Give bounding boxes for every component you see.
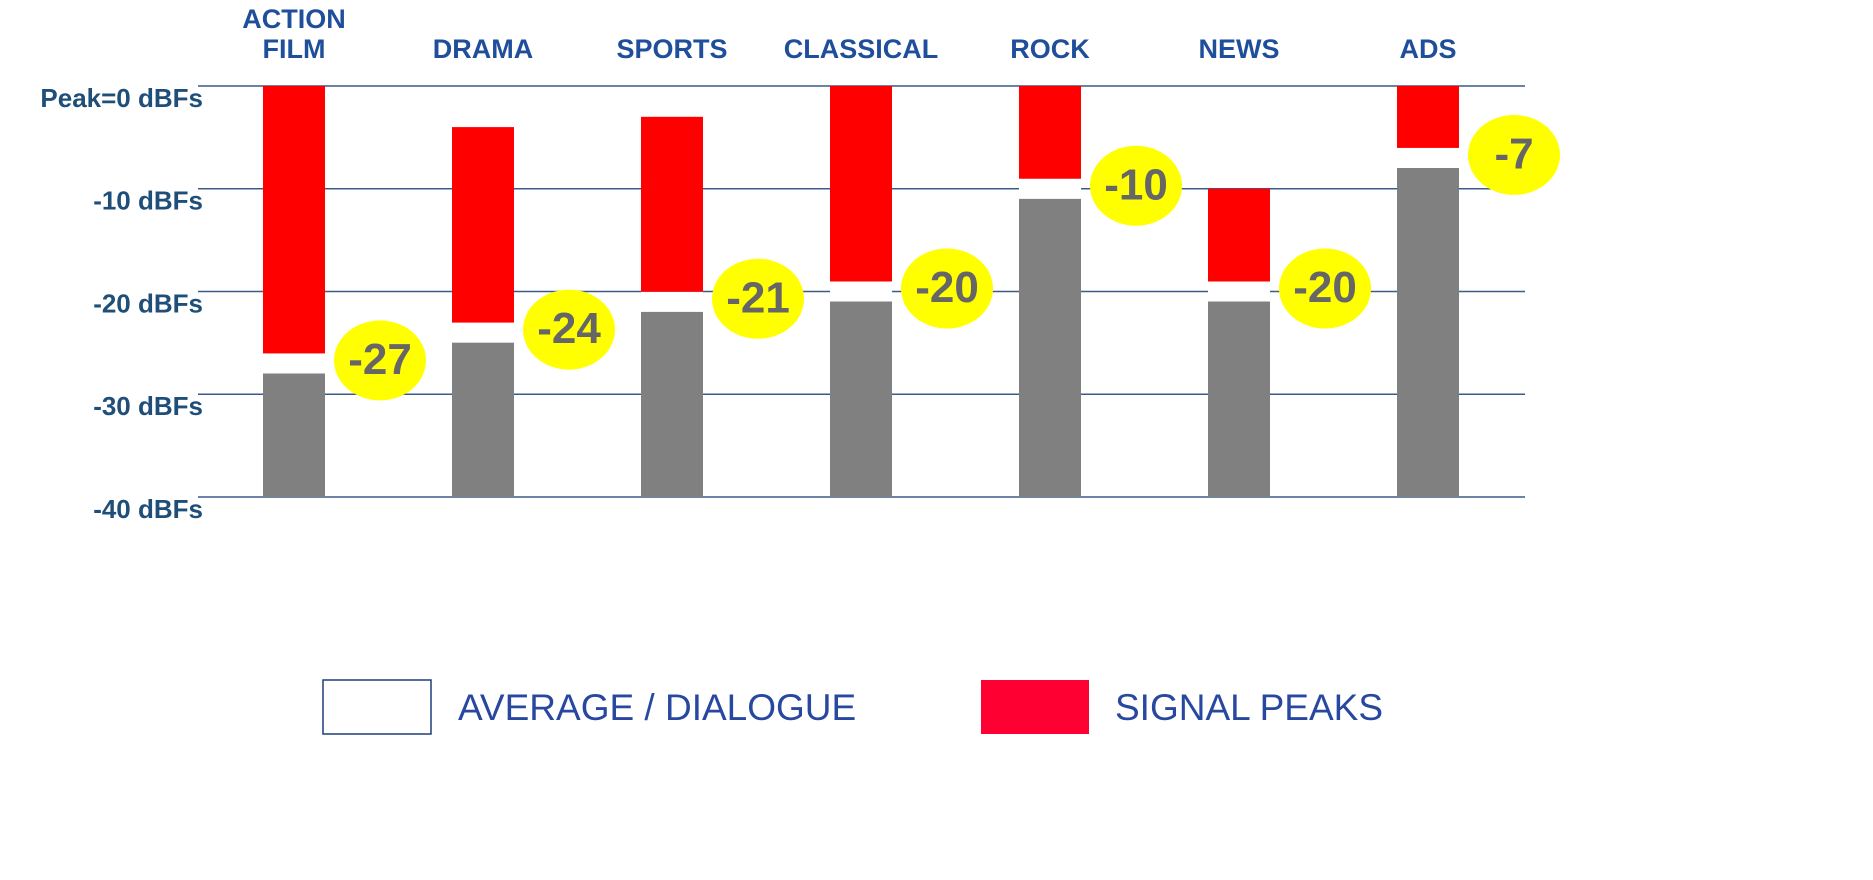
floor-bar — [452, 342, 514, 497]
floor-bar — [1208, 301, 1270, 497]
value-badge — [1090, 145, 1182, 226]
category-label: NEWS — [1198, 34, 1280, 64]
category-label: SPORTS — [616, 34, 728, 64]
category-slot: ADS — [1399, 34, 1457, 64]
category-slot: ROCK — [1010, 34, 1090, 64]
value-label: -27 — [348, 335, 412, 384]
value-badge — [1468, 114, 1560, 195]
y-tick-label: -40 dBFs — [93, 494, 203, 524]
floor-bar — [641, 311, 703, 497]
value-label: -24 — [537, 304, 601, 353]
legend-label: SIGNAL PEAKS — [1115, 687, 1383, 728]
value-badge — [334, 320, 426, 401]
category-label: ADS — [1399, 34, 1457, 64]
category-slot: DRAMA — [432, 34, 534, 64]
peak-bar — [452, 127, 514, 323]
value-badge — [523, 289, 615, 370]
category-slot: CLASSICAL — [783, 34, 939, 64]
category-label: ROCK — [1010, 34, 1090, 64]
category-slot: ACTION FILM — [242, 4, 346, 64]
peak-bar — [263, 86, 325, 354]
category-label: CLASSICAL — [783, 34, 939, 64]
peak-bar — [1208, 188, 1270, 282]
floor-bar — [1019, 198, 1081, 497]
category-slot: NEWS — [1198, 34, 1280, 64]
peak-bar — [1019, 86, 1081, 179]
y-tick-label: -20 dBFs — [93, 288, 203, 318]
floor-bar — [830, 301, 892, 497]
value-label: -21 — [726, 273, 790, 322]
value-badge — [1279, 248, 1371, 329]
value-badge — [712, 258, 804, 339]
average-mark — [641, 291, 703, 312]
average-mark — [1397, 147, 1459, 168]
legend-swatch — [981, 680, 1089, 734]
average-mark — [263, 353, 325, 374]
category-label: ACTION FILM — [242, 4, 346, 64]
peak-bar — [1397, 86, 1459, 148]
average-mark — [452, 322, 514, 343]
category-label: DRAMA — [432, 34, 534, 64]
value-label: -20 — [915, 263, 979, 312]
category-slot: SPORTS — [616, 34, 728, 64]
average-mark — [1019, 178, 1081, 199]
floor-bar — [263, 373, 325, 497]
value-badge — [901, 248, 993, 329]
value-label: -20 — [1293, 263, 1357, 312]
peak-bar — [830, 86, 892, 282]
average-mark — [1208, 281, 1270, 302]
y-tick-label: -10 dBFs — [93, 186, 203, 216]
legend-swatch — [322, 679, 432, 735]
value-label: -10 — [1104, 160, 1168, 209]
floor-bar — [1397, 167, 1459, 498]
legend-label: AVERAGE / DIALOGUE — [458, 687, 856, 728]
average-mark — [830, 281, 892, 302]
y-tick-label: Peak=0 dBFs — [40, 83, 203, 113]
y-tick-label: -30 dBFs — [93, 391, 203, 421]
value-label: -7 — [1494, 130, 1533, 179]
peak-bar — [641, 116, 703, 292]
